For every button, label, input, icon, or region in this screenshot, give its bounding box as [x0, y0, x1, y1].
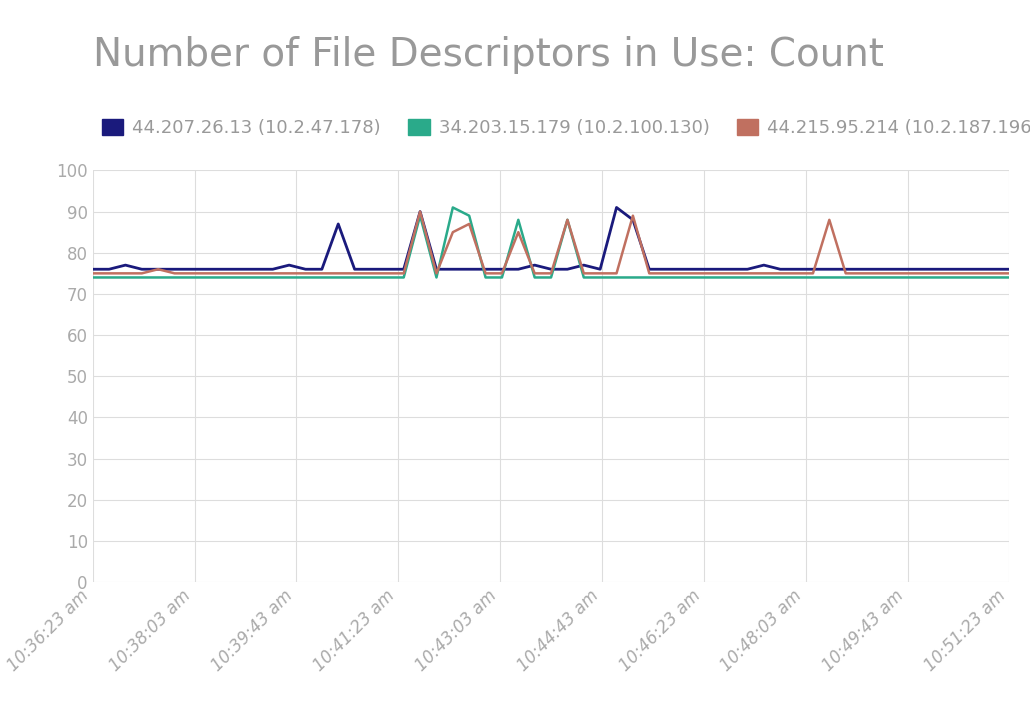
Legend: 44.207.26.13 (10.2.47.178), 34.203.15.179 (10.2.100.130), 44.215.95.214 (10.2.18: 44.207.26.13 (10.2.47.178), 34.203.15.17…	[102, 119, 1030, 137]
Text: Number of File Descriptors in Use: Count: Number of File Descriptors in Use: Count	[93, 36, 884, 74]
